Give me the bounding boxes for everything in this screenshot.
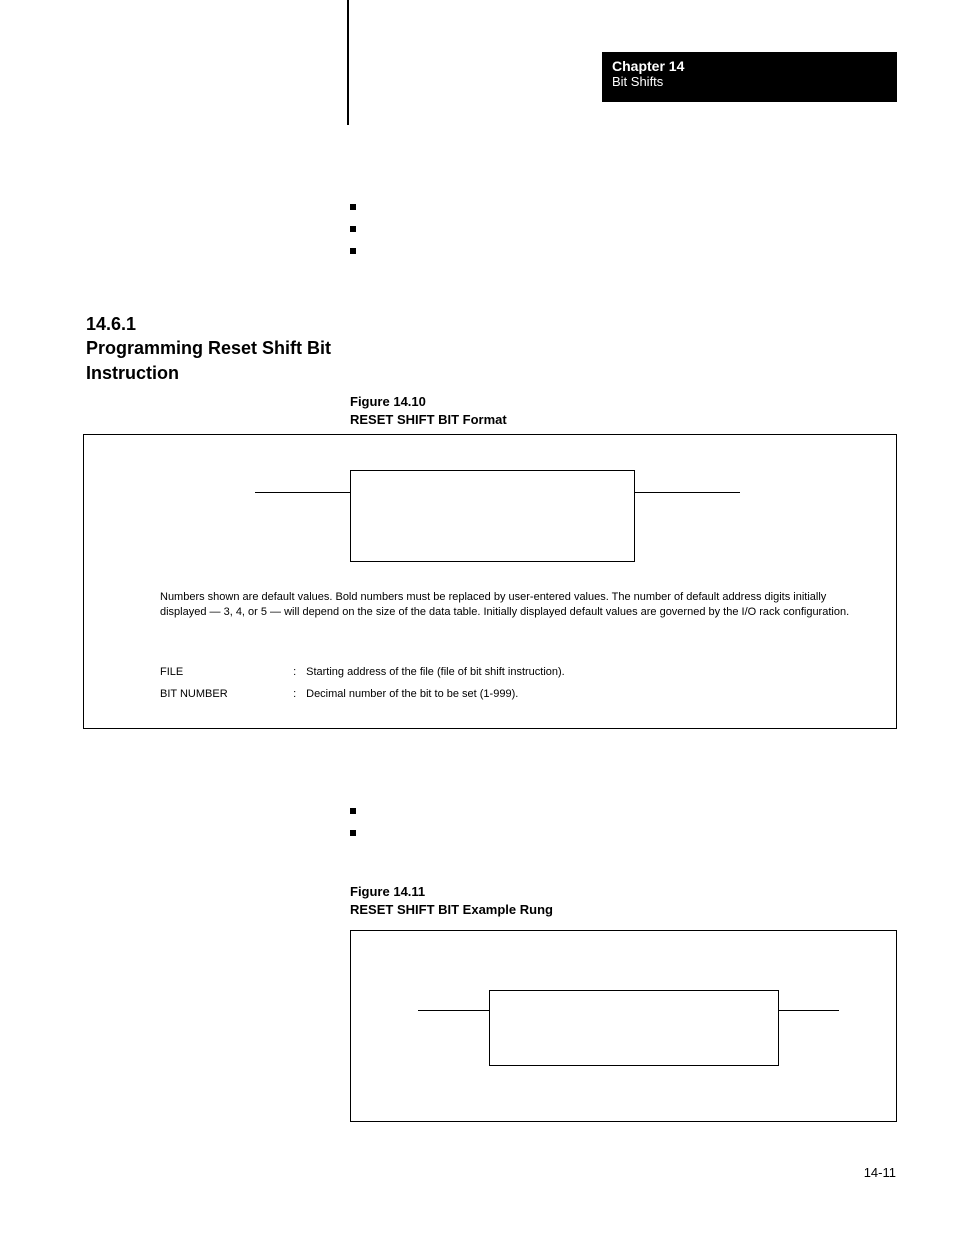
section-number: 14.6.1	[86, 312, 331, 336]
bullet-icon	[350, 248, 356, 254]
table-row: BIT NUMBER : Decimal number of the bit t…	[160, 688, 518, 700]
section-title-line1: Programming Reset Shift Bit	[86, 336, 331, 360]
bullet-list-mid	[350, 808, 356, 836]
section-title-line2: Instruction	[86, 361, 331, 385]
figure-10-connector-left	[255, 492, 350, 493]
figure-10-label: Figure 14.10 RESET SHIFT BIT Format	[350, 393, 507, 428]
bullet-list-top	[350, 204, 356, 254]
figure-11-connector-right	[779, 1010, 839, 1011]
row-label: FILE	[160, 666, 290, 678]
vertical-divider	[347, 0, 349, 125]
bullet-icon	[350, 808, 356, 814]
figure-11-number: Figure 14.11	[350, 883, 553, 901]
table-row: FILE : Starting address of the file (fil…	[160, 666, 565, 678]
figure-11-connector-left	[418, 1010, 489, 1011]
chapter-number: Chapter 14	[612, 58, 887, 74]
page-number: 14-11	[864, 1165, 896, 1180]
row-desc: Starting address of the file (file of bi…	[306, 666, 565, 678]
row-desc: Decimal number of the bit to be set (1-9…	[306, 688, 518, 700]
bullet-icon	[350, 226, 356, 232]
figure-10-connector-right	[635, 492, 740, 493]
row-colon: :	[293, 666, 303, 678]
chapter-subtitle: Bit Shifts	[612, 74, 887, 89]
figure-10-number: Figure 14.10	[350, 393, 507, 411]
figure-10-title: RESET SHIFT BIT Format	[350, 411, 507, 429]
chapter-header: Chapter 14 Bit Shifts	[602, 52, 897, 102]
figure-11-title: RESET SHIFT BIT Example Rung	[350, 901, 553, 919]
section-heading: 14.6.1 Programming Reset Shift Bit Instr…	[86, 312, 331, 385]
row-label: BIT NUMBER	[160, 688, 290, 700]
figure-10-inner-box	[350, 470, 635, 562]
figure-11-inner-box	[489, 990, 779, 1066]
bullet-icon	[350, 204, 356, 210]
figure-11-label: Figure 14.11 RESET SHIFT BIT Example Run…	[350, 883, 553, 918]
row-colon: :	[293, 688, 303, 700]
figure-10-note: Numbers shown are default values. Bold n…	[160, 590, 860, 620]
bullet-icon	[350, 830, 356, 836]
